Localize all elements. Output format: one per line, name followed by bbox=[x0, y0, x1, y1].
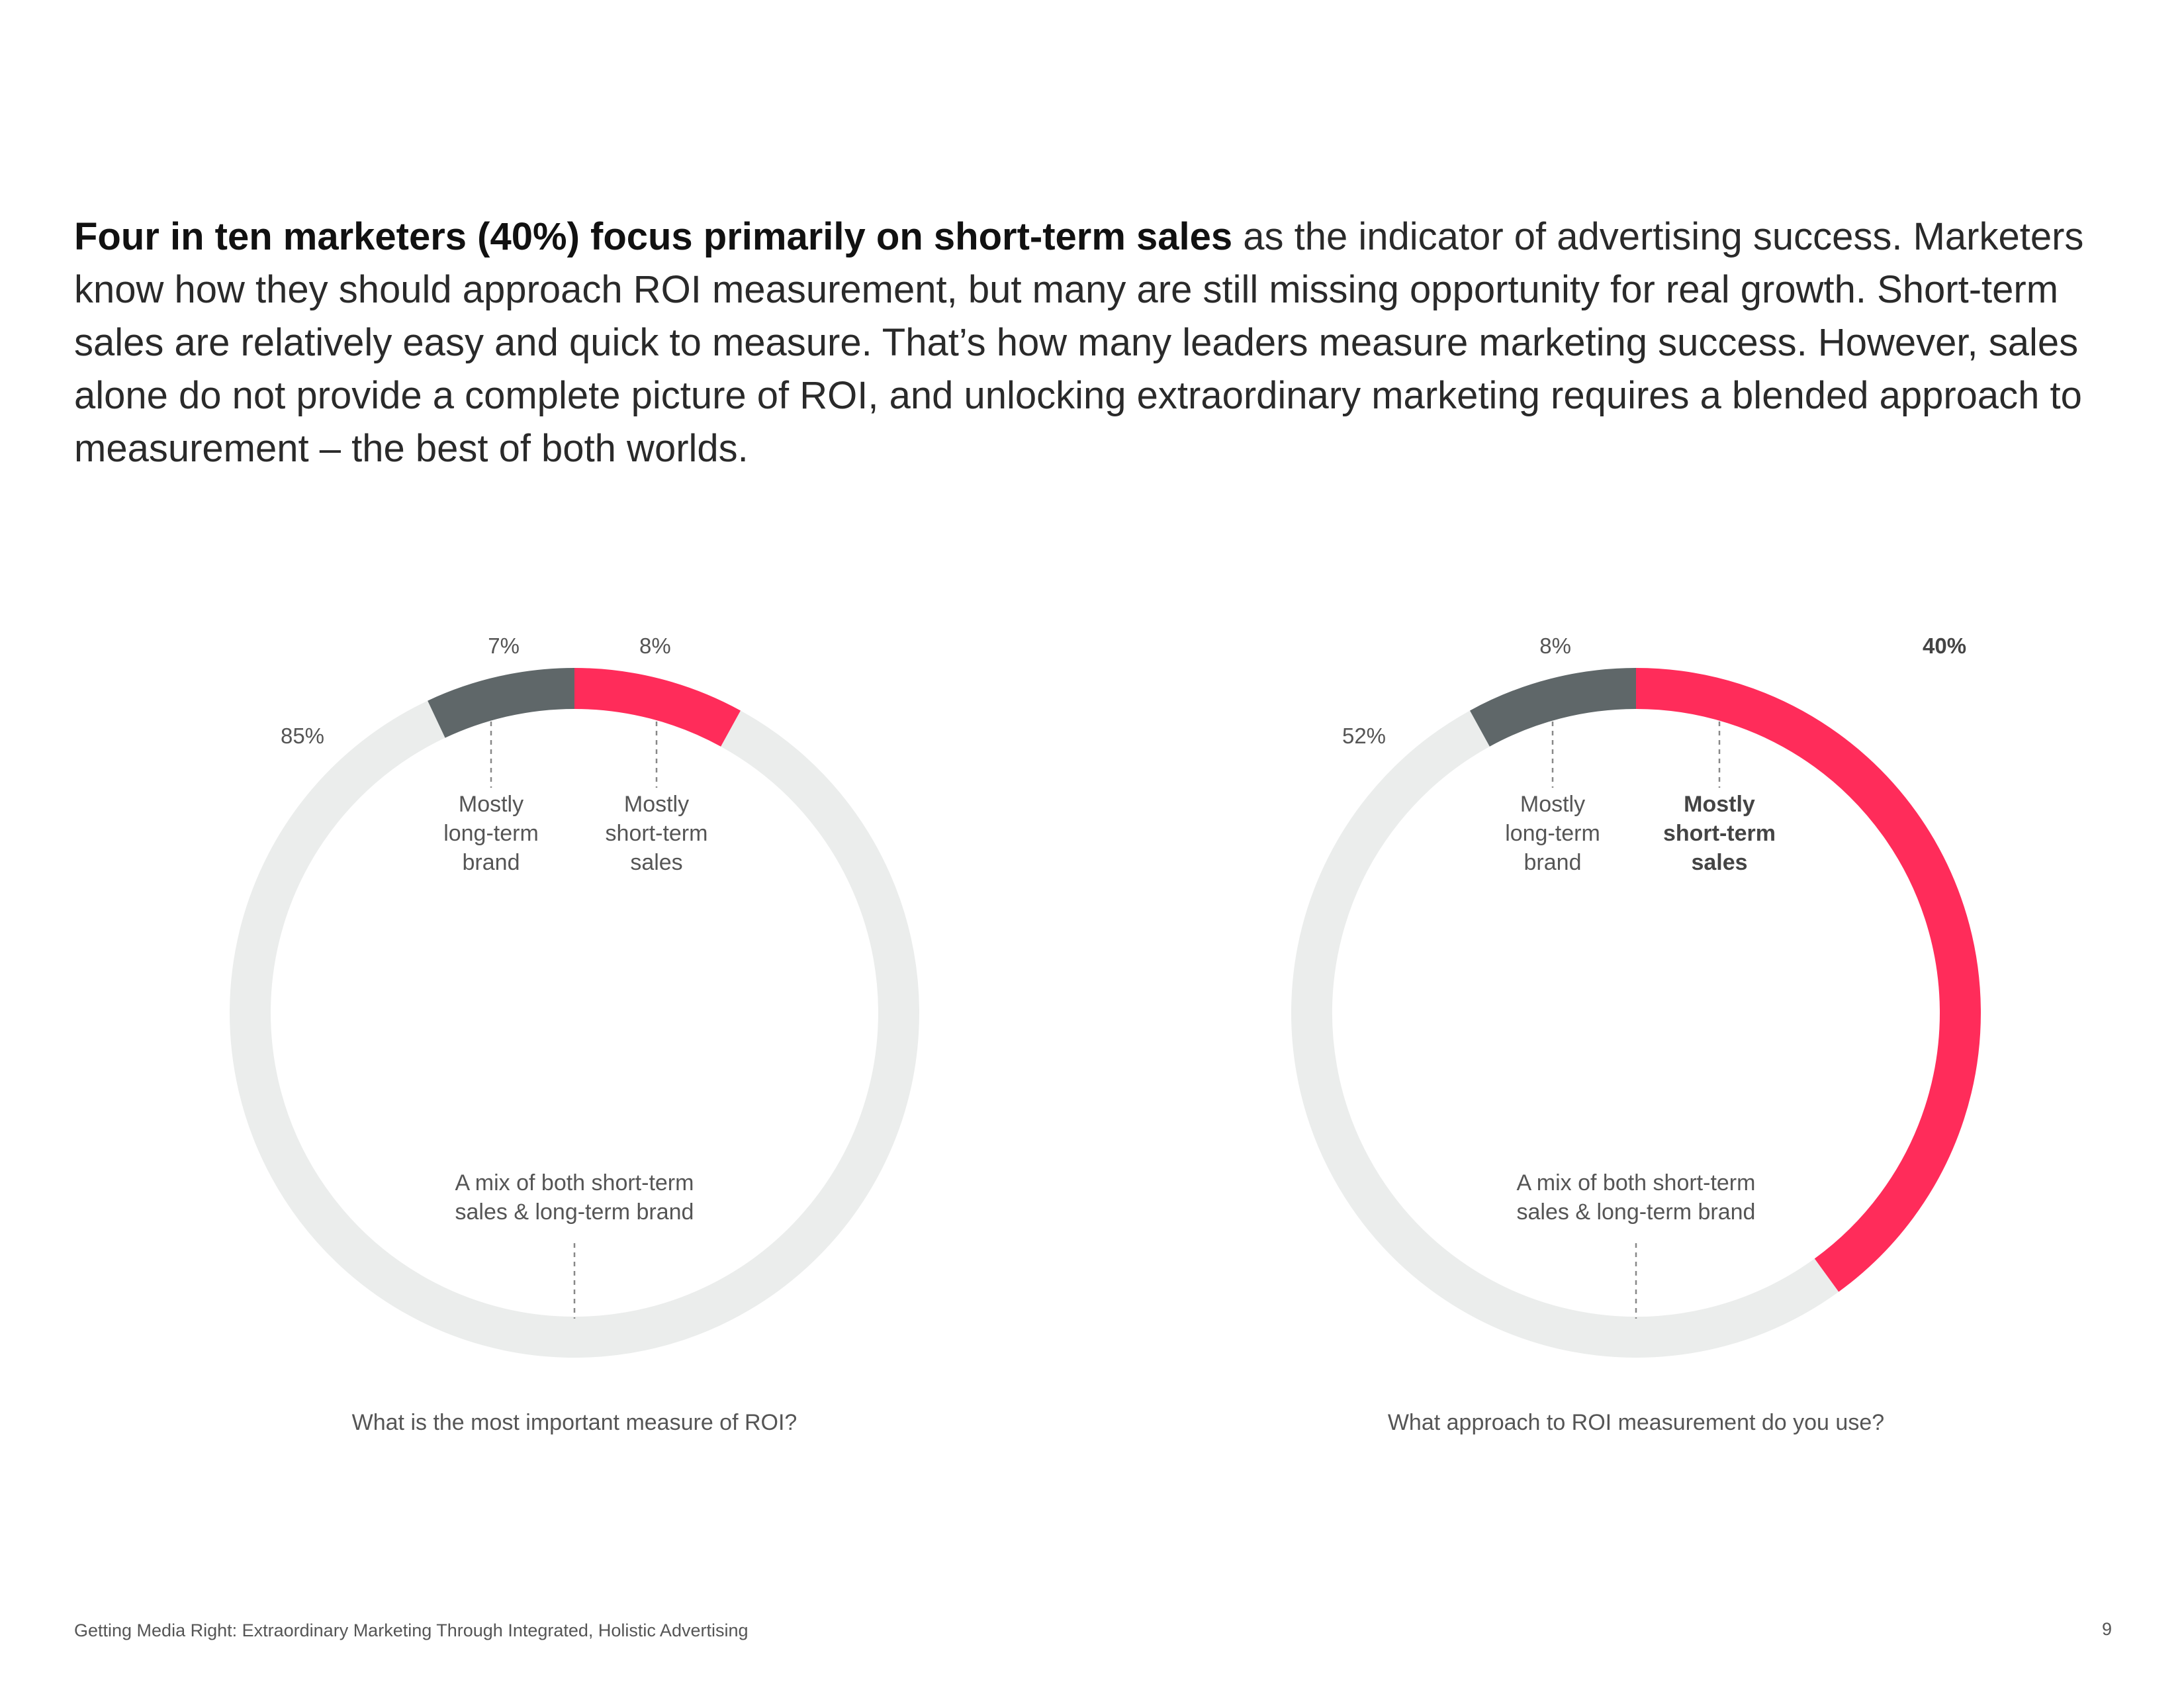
category-label-short-term: short-term bbox=[606, 821, 708, 846]
category-label-long-term: Mostly bbox=[1520, 792, 1585, 817]
value-label-long-term: 7% bbox=[488, 633, 520, 658]
category-label-long-term: Mostly bbox=[459, 792, 523, 817]
slice-long-term bbox=[1470, 668, 1637, 747]
slice-mix bbox=[1291, 710, 1839, 1358]
chart-question: What is the most important measure of RO… bbox=[352, 1410, 797, 1435]
chart-question: What approach to ROI measurement do you … bbox=[1388, 1410, 1884, 1435]
category-label-long-term: brand bbox=[1524, 850, 1582, 875]
value-label-mix: 52% bbox=[1342, 724, 1386, 748]
category-label-mix: A mix of both short-term bbox=[1517, 1170, 1756, 1196]
intro-lead-bold: Four in ten marketers (40%) focus primar… bbox=[74, 215, 1233, 258]
value-label-mix: 85% bbox=[281, 724, 324, 748]
category-label-short-term: Mostly bbox=[1684, 792, 1755, 817]
footer-title: Getting Media Right: Extraordinary Marke… bbox=[74, 1620, 749, 1640]
slice-short-term bbox=[574, 668, 741, 747]
category-label-long-term: long-term bbox=[1505, 821, 1600, 846]
category-label-mix: sales & long-term brand bbox=[455, 1199, 694, 1225]
category-label-long-term: long-term bbox=[443, 821, 539, 846]
donut-svg: 7% 8% 85% Mostly long-term brand Mostly short-t… bbox=[230, 633, 919, 1435]
intro-paragraph: Four in ten marketers (40%) focus primar… bbox=[74, 211, 2113, 475]
category-label-short-term: sales bbox=[1691, 850, 1747, 875]
value-label-long-term: 8% bbox=[1539, 633, 1571, 658]
roi-measure-donut-chart: 7% 8% 85% Mostly long-term brand Mostly short-t… bbox=[177, 609, 972, 1456]
category-label-short-term: Mostly bbox=[624, 792, 689, 817]
value-label-short-term: 40% bbox=[1923, 633, 1966, 658]
slice-short-term bbox=[1635, 668, 1981, 1292]
category-label-short-term: short-term bbox=[1663, 821, 1776, 846]
roi-approach-donut-chart: 8% 40% 52% Mostly long-term brand Mostly short-… bbox=[1239, 609, 2033, 1456]
value-label-short-term: 8% bbox=[639, 633, 671, 658]
category-label-long-term: brand bbox=[463, 850, 520, 875]
slice-long-term bbox=[428, 668, 575, 738]
intro-rest: as the indicator of advertising success.… bbox=[74, 215, 2084, 470]
category-label-mix: sales & long-term brand bbox=[1517, 1199, 1756, 1225]
page-number: 9 bbox=[2102, 1619, 2113, 1639]
slice-mix bbox=[230, 700, 919, 1358]
donut-svg: 8% 40% 52% Mostly long-term brand Mostly short-… bbox=[1291, 633, 1981, 1435]
category-label-mix: A mix of both short-term bbox=[455, 1170, 694, 1196]
category-label-short-term: sales bbox=[630, 850, 682, 875]
